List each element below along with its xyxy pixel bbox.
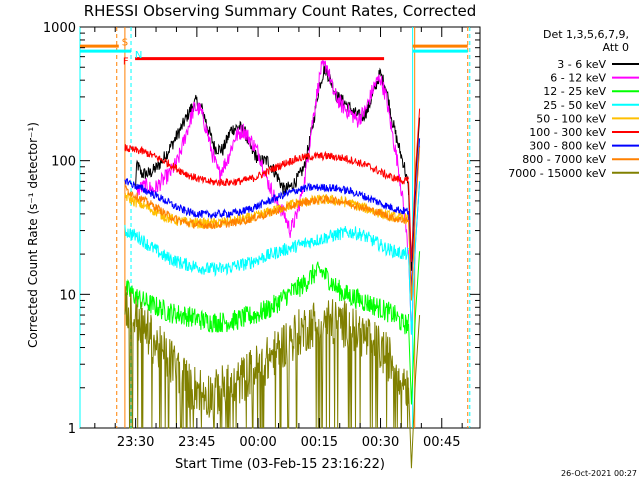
- x-tick-label: 00:30: [362, 435, 399, 450]
- legend-header: Att 0: [603, 41, 629, 54]
- y-axis-label: Corrected Count Rate (s⁻¹ detector⁻¹): [26, 122, 40, 348]
- legend-header: Det 1,3,5,6,7,9,: [543, 28, 629, 41]
- legend-label: 3 - 6 keV: [557, 58, 606, 71]
- legend-label: 12 - 25 keV: [543, 85, 606, 98]
- series-line-6: [124, 144, 410, 187]
- series-line-9: [124, 286, 410, 429]
- legend-label: 7000 - 15000 keV: [508, 167, 606, 180]
- series-rise-3: [408, 251, 421, 405]
- series-line-5: [124, 190, 410, 229]
- footer-timestamp: 26-Oct-2021 00:27: [561, 469, 637, 478]
- y-tick-label: 10: [59, 288, 76, 303]
- legend-label: 800 - 7000 keV: [522, 153, 606, 166]
- legend-label: 100 - 300 keV: [529, 126, 606, 139]
- y-tick-label: 1000: [43, 21, 76, 36]
- x-tick-label: 00:45: [423, 435, 460, 450]
- bar-label-N: N: [135, 50, 142, 61]
- chart-title: RHESSI Observing Summary Count Rates, Co…: [84, 2, 477, 20]
- y-tick-label: 100: [51, 155, 76, 170]
- series-rise-6: [408, 108, 421, 262]
- x-tick-label: 23:30: [117, 435, 154, 450]
- y-tick-label: 1: [68, 422, 76, 437]
- x-axis-label: Start Time (03-Feb-15 23:16:22): [175, 457, 385, 472]
- bar-label-F: F: [123, 57, 129, 68]
- series-line-7: [124, 178, 409, 219]
- bar-label-S: S: [122, 37, 128, 48]
- x-tick-label: 00:15: [301, 435, 338, 450]
- legend-label: 6 - 12 keV: [550, 72, 606, 85]
- legend-label: 25 - 50 keV: [543, 99, 606, 112]
- x-tick-label: 23:45: [178, 435, 215, 450]
- legend-label: 50 - 100 keV: [536, 112, 606, 125]
- legend-label: 300 - 800 keV: [529, 140, 606, 153]
- series-rise-4: [408, 181, 421, 335]
- series-line-3: [124, 261, 410, 335]
- series-rise-8: [408, 147, 421, 301]
- x-tick-label: 00:00: [239, 435, 276, 450]
- series-line-4: [124, 224, 409, 278]
- series-line-8: [124, 185, 410, 230]
- series-rise-9: [408, 315, 421, 469]
